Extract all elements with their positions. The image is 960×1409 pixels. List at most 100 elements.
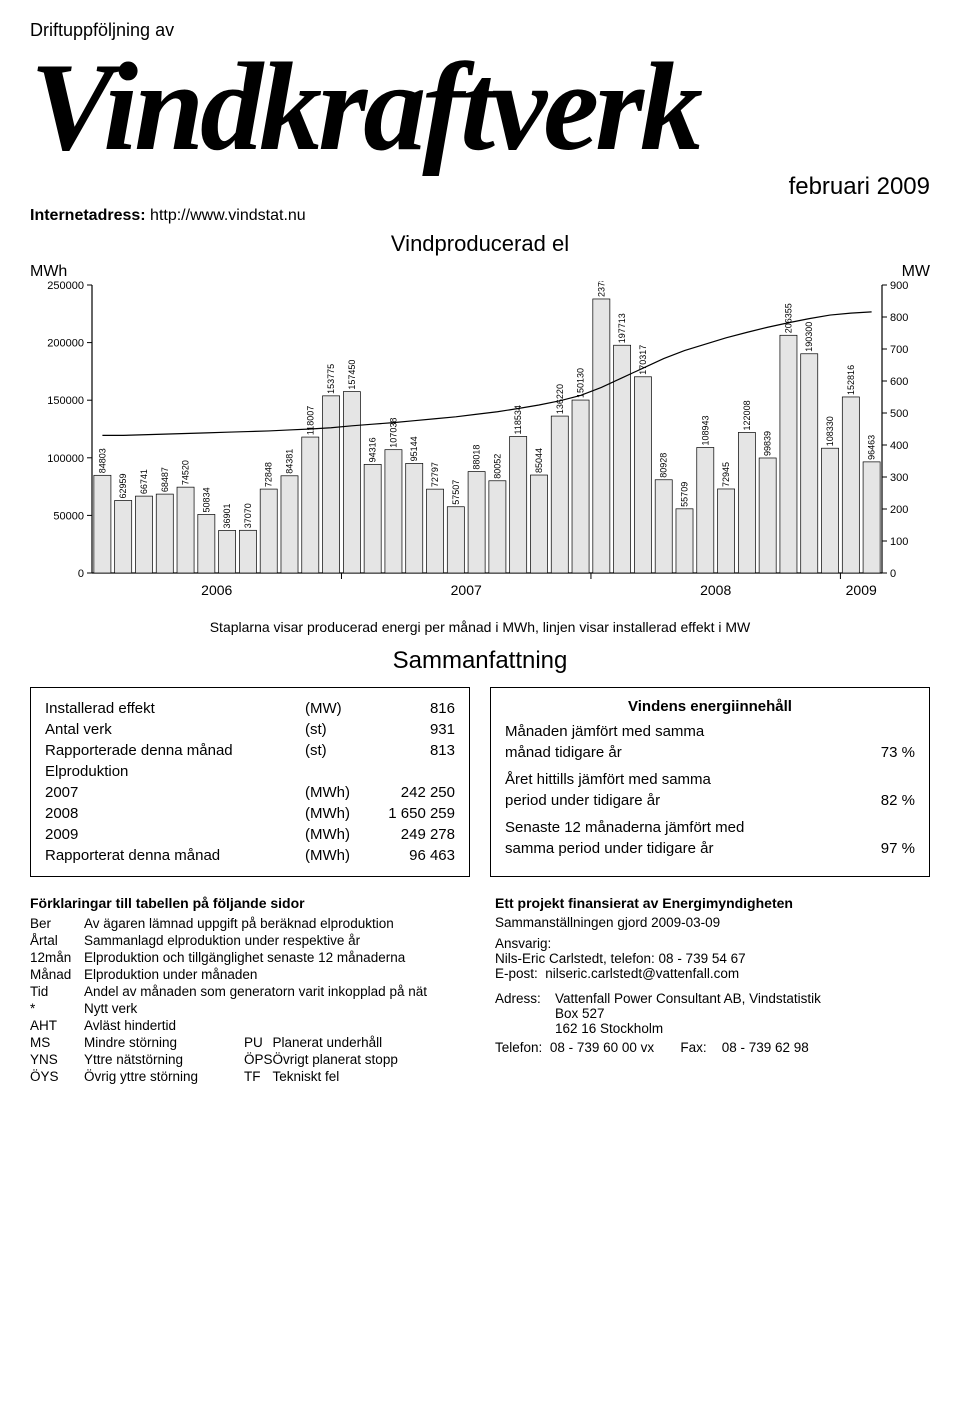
expl-row: TidAndel av månaden som generatorn varit… [30,983,427,1000]
summary-row: Installerad effekt (MW) 816 [45,698,455,719]
address-3: 162 16 Stockholm [555,1021,821,1036]
expl-val: Andel av månaden som generatorn varit in… [84,983,427,1000]
address-2: Box 527 [555,1006,821,1021]
expl-val: Elproduktion under månaden [84,966,427,983]
svg-text:72945: 72945 [721,462,731,487]
svg-text:100000: 100000 [47,453,84,465]
expl-val2: Tekniskt fel [273,1068,427,1085]
phone-fax-line: Telefon: 08 - 739 60 00 vx Fax: 08 - 739… [495,1040,930,1055]
svg-text:72797: 72797 [430,462,440,487]
summary-row: 2007 (MWh) 242 250 [45,782,455,803]
summary-right-box: Vindens energiinnehåll Månaden jämfört m… [490,687,930,877]
explanation-left: Förklaringar till tabellen på följande s… [30,895,465,1085]
chart-title: Vindproducerad el [30,231,930,257]
svg-text:400: 400 [890,440,908,452]
svg-text:100: 100 [890,536,908,548]
row-label: Elproduktion [45,761,305,782]
left-axis-label: MWh [30,263,67,281]
chart-svg: 0500001000001500002000002500000100200300… [30,281,930,601]
row-label: Installerad effekt [45,698,305,719]
svg-text:50000: 50000 [53,510,84,522]
svg-text:237874: 237874 [596,281,606,297]
ansvarig-label: Ansvarig: [495,936,930,951]
expl-row: MånadElproduktion under månaden [30,966,427,983]
row-unit: (MWh) [305,782,365,803]
svg-text:118007: 118007 [305,406,315,435]
svg-text:2008: 2008 [700,582,731,598]
expl-pair-row: MSMindre störningPUPlanerat underhåll [30,1034,427,1051]
wind-row-l2: månad tidigare år73 % [505,742,915,763]
address-block: Adress: Vattenfall Power Consultant AB, … [495,991,930,1036]
expl-key: MS [30,1034,84,1051]
expl-pair-row: YNSYttre nätstörningÖPSÖvrigt planerat s… [30,1051,427,1068]
svg-text:200: 200 [890,504,908,516]
svg-text:2007: 2007 [451,582,482,598]
summary-right-table: Månaden jämfört med sammamånad tidigare … [505,721,915,865]
summary-row: Elproduktion [45,761,455,782]
summary-row: 2009 (MWh) 249 278 [45,824,455,845]
svg-text:136220: 136220 [555,384,565,414]
expl-left-header: Förklaringar till tabellen på följande s… [30,895,465,911]
summary-row: Antal verk (st) 931 [45,719,455,740]
summary-left-table: Installerad effekt (MW) 816Antal verk (s… [45,698,455,866]
email-line: E-post: nilseric.carlstedt@vattenfall.co… [495,966,930,981]
row-unit: (MWh) [305,824,365,845]
wind-label2: period under tidigare år [505,790,865,811]
svg-text:84381: 84381 [285,449,295,474]
right-axis-label: MW [902,263,930,281]
expl-val: Avläst hindertid [84,1017,427,1034]
svg-text:200000: 200000 [47,338,84,350]
wind-pct: 97 % [865,838,915,859]
expl-val: Yttre nätstörning [84,1051,224,1068]
svg-text:190300: 190300 [804,322,814,352]
svg-text:80052: 80052 [492,454,502,479]
expl-key: Årtal [30,932,84,949]
expl-key: Månad [30,966,84,983]
telefon-label: Telefon: [495,1040,542,1055]
row-label: 2007 [45,782,305,803]
url-value: http://www.vindstat.nu [150,207,306,224]
svg-text:0: 0 [78,568,84,580]
svg-text:157450: 157450 [347,360,357,390]
summary-row: Rapporterade denna månad (st) 813 [45,740,455,761]
expl-row: *Nytt verk [30,1000,427,1017]
expl-val: Nytt verk [84,1000,427,1017]
svg-text:600: 600 [890,376,908,388]
chart-caption: Staplarna visar producerad energi per må… [30,619,930,635]
expl-key2: ÖPS [224,1051,273,1068]
ansvarig-name: Nils-Eric Carlstedt, telefon: 08 - 739 5… [495,951,930,966]
svg-text:250000: 250000 [47,281,84,292]
expl-val2: Övrigt planerat stopp [273,1051,427,1068]
row-unit [305,761,365,782]
explanation-row: Förklaringar till tabellen på följande s… [30,895,930,1085]
fax-label: Fax: [680,1040,706,1055]
chart-container: 0500001000001500002000002500000100200300… [30,281,930,601]
summary-boxes: Installerad effekt (MW) 816Antal verk (s… [30,687,930,877]
expl-val: Mindre störning [84,1034,224,1051]
row-unit: (st) [305,719,365,740]
email-value: nilseric.carlstedt@vattenfall.com [545,966,739,981]
expl-key2: PU [224,1034,273,1051]
row-value: 816 [365,698,455,719]
wind-label1: Året hittills jämfört med samma [505,769,865,790]
svg-text:108330: 108330 [825,416,835,446]
svg-text:900: 900 [890,281,908,292]
svg-text:206355: 206355 [783,303,793,333]
row-unit: (MWh) [305,845,365,866]
row-unit: (st) [305,740,365,761]
row-unit: (MWh) [305,803,365,824]
summary-left-box: Installerad effekt (MW) 816Antal verk (s… [30,687,470,877]
row-label: Antal verk [45,719,305,740]
url-label: Internetadress: [30,207,150,224]
compiled-line: Sammanställningen gjord 2009-03-09 [495,915,930,930]
expl-key: Ber [30,915,84,932]
svg-text:152816: 152816 [846,365,856,395]
summary-row: 2008 (MWh) 1 650 259 [45,803,455,824]
wind-label2: månad tidigare år [505,742,865,763]
row-value: 813 [365,740,455,761]
expl-row: 12månElproduktion och tillgänglighet sen… [30,949,427,966]
row-label: Rapporterade denna månad [45,740,305,761]
email-label: E-post: [495,966,538,981]
expl-val: Av ägaren lämnad uppgift på beräknad elp… [84,915,427,932]
row-value [365,761,455,782]
